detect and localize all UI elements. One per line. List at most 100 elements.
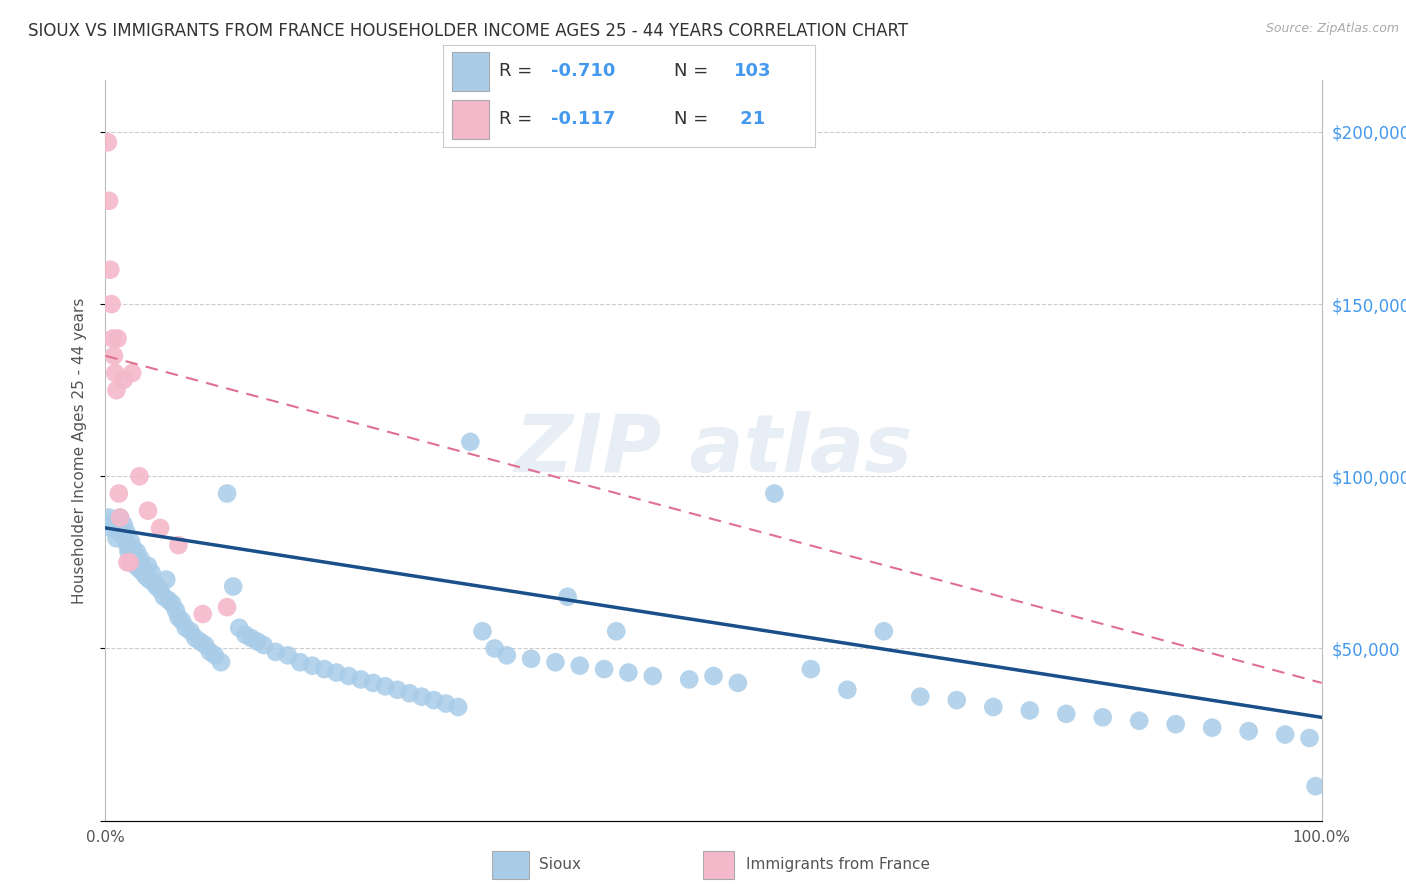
Point <box>138 573 160 587</box>
Text: 103: 103 <box>734 62 770 80</box>
Point <box>222 579 245 593</box>
Point <box>288 655 311 669</box>
Point <box>105 383 128 397</box>
Point <box>945 693 967 707</box>
Point <box>233 628 256 642</box>
Point <box>128 469 150 483</box>
Point <box>1018 703 1040 717</box>
Text: 21: 21 <box>734 111 765 128</box>
Point <box>153 590 176 604</box>
Point <box>110 521 132 535</box>
Text: R =: R = <box>499 111 537 128</box>
Point <box>101 332 124 346</box>
Point <box>1298 731 1320 745</box>
Point <box>165 604 187 618</box>
Point <box>107 517 129 532</box>
Point <box>125 558 148 573</box>
Bar <box>453 100 489 139</box>
Point <box>118 555 141 569</box>
Point <box>143 576 166 591</box>
Point <box>337 669 360 683</box>
Text: Sioux: Sioux <box>540 857 581 872</box>
Point <box>398 686 420 700</box>
Point <box>217 486 239 500</box>
Point <box>118 541 141 556</box>
Point <box>763 486 786 500</box>
Point <box>98 510 121 524</box>
Point <box>1128 714 1150 728</box>
Point <box>447 700 470 714</box>
Point <box>361 676 384 690</box>
Y-axis label: Householder Income Ages 25 - 44 years: Householder Income Ages 25 - 44 years <box>72 297 87 604</box>
Point <box>108 510 131 524</box>
Point <box>301 658 323 673</box>
Point <box>136 558 159 573</box>
Text: Source: ZipAtlas.com: Source: ZipAtlas.com <box>1265 22 1399 36</box>
Point <box>132 566 155 580</box>
Point <box>194 638 217 652</box>
Point <box>124 552 146 566</box>
Point <box>617 665 640 680</box>
Point <box>1305 779 1327 793</box>
Point <box>434 697 457 711</box>
Point <box>387 682 409 697</box>
Point <box>246 634 269 648</box>
Point <box>374 679 396 693</box>
Point <box>112 517 135 532</box>
Point <box>136 504 159 518</box>
Bar <box>492 851 529 879</box>
Point <box>188 634 211 648</box>
Point <box>121 549 143 563</box>
Point <box>145 579 167 593</box>
Point <box>105 531 128 545</box>
Point <box>184 631 207 645</box>
Point <box>484 641 506 656</box>
Point <box>114 531 136 545</box>
Point <box>117 538 139 552</box>
Point <box>170 614 193 628</box>
Point <box>981 700 1004 714</box>
Point <box>174 621 197 635</box>
Bar <box>703 851 734 879</box>
Point <box>134 562 156 576</box>
Point <box>209 655 232 669</box>
Point <box>121 366 143 380</box>
Point <box>100 521 122 535</box>
Text: N =: N = <box>673 111 714 128</box>
Point <box>117 545 139 559</box>
Point <box>127 555 149 569</box>
Point <box>98 194 121 208</box>
Point <box>167 610 190 624</box>
Point <box>800 662 823 676</box>
Point <box>111 528 134 542</box>
Point <box>191 607 214 621</box>
Point <box>98 262 121 277</box>
Point <box>117 555 139 569</box>
Point <box>1054 706 1077 721</box>
Point <box>520 652 543 666</box>
Point <box>873 624 896 639</box>
Point <box>350 673 373 687</box>
Text: N =: N = <box>673 62 714 80</box>
Point <box>104 366 127 380</box>
Point <box>149 521 172 535</box>
Point <box>325 665 347 680</box>
Text: Immigrants from France: Immigrants from France <box>747 857 931 872</box>
Text: SIOUX VS IMMIGRANTS FROM FRANCE HOUSEHOLDER INCOME AGES 25 - 44 YEARS CORRELATIO: SIOUX VS IMMIGRANTS FROM FRANCE HOUSEHOL… <box>28 22 908 40</box>
Point <box>314 662 336 676</box>
Point <box>910 690 932 704</box>
Point <box>107 332 129 346</box>
Text: -0.117: -0.117 <box>551 111 616 128</box>
Point <box>1164 717 1187 731</box>
Point <box>157 593 180 607</box>
Point <box>100 297 122 311</box>
Point <box>217 600 239 615</box>
Point <box>544 655 567 669</box>
Point <box>264 645 287 659</box>
Point <box>180 624 202 639</box>
Point <box>198 645 221 659</box>
Text: -0.710: -0.710 <box>551 62 616 80</box>
Point <box>837 682 859 697</box>
Point <box>141 566 163 580</box>
Point <box>108 524 131 539</box>
